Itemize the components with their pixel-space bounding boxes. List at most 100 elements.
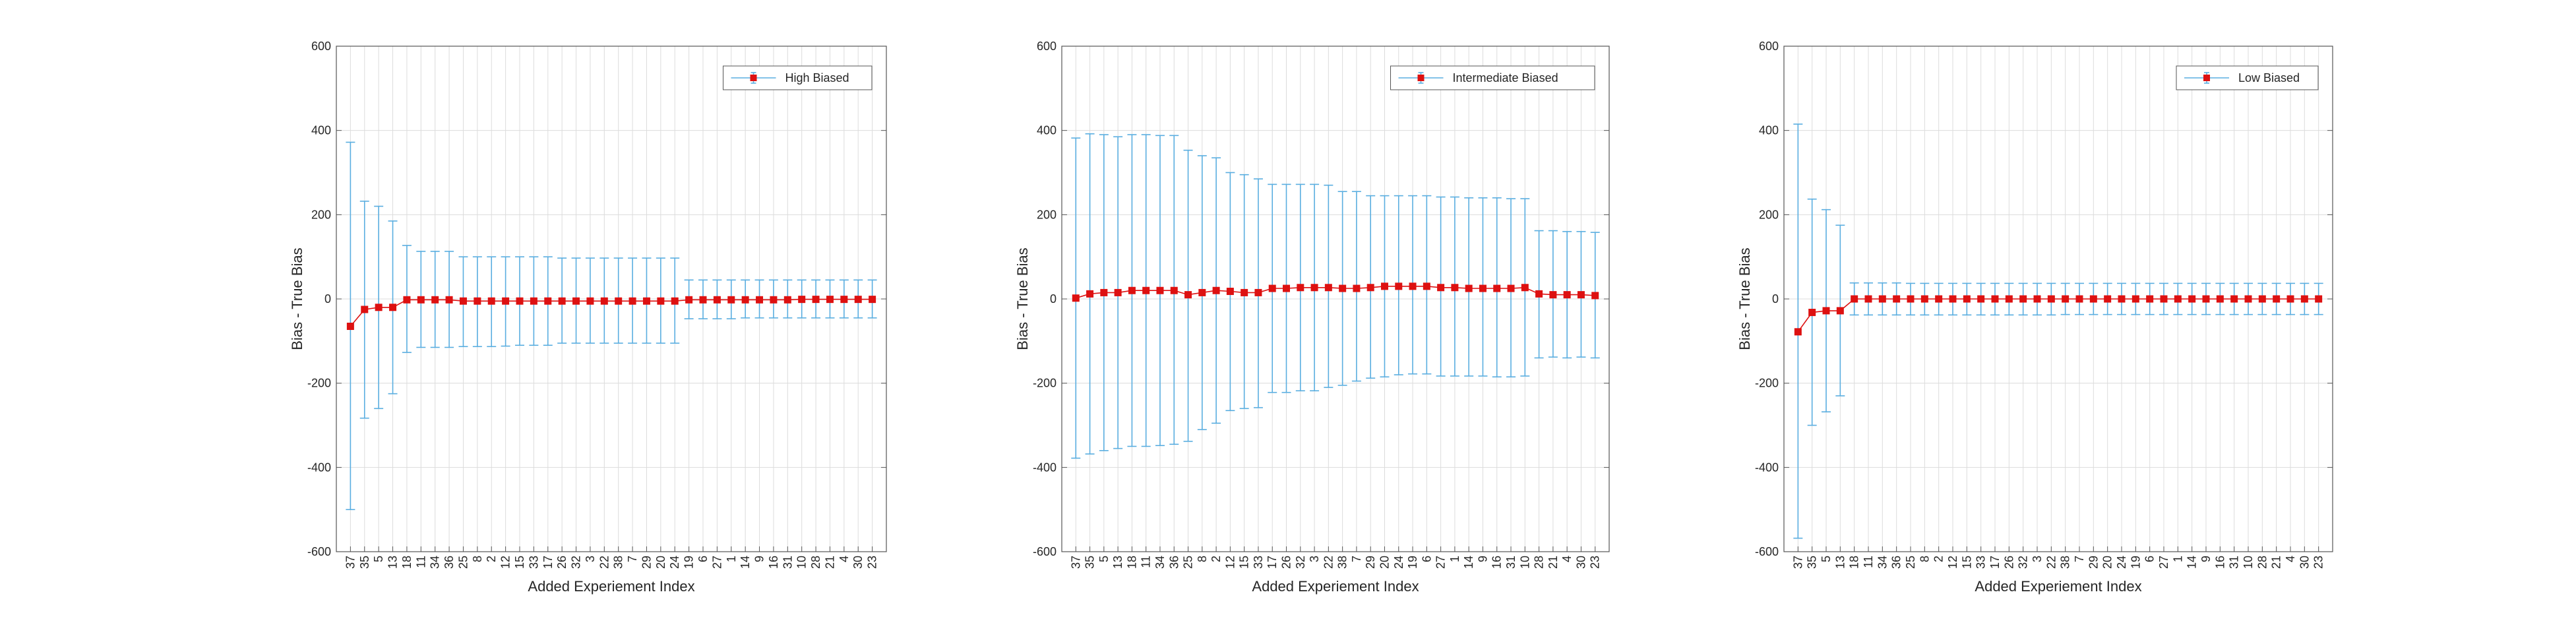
- x-tick-label: 17: [1988, 556, 2002, 569]
- x-tick-label: 28: [2255, 556, 2269, 569]
- x-tick-label: 29: [1364, 556, 1377, 569]
- x-tick-label: 27: [1434, 556, 1448, 569]
- data-point: [389, 304, 397, 311]
- y-tick-label: 600: [1759, 40, 1779, 53]
- x-tick-label: 35: [358, 556, 371, 569]
- data-point: [1212, 286, 1220, 294]
- x-tick-label: 25: [1904, 556, 1917, 569]
- y-tick-label: 600: [311, 40, 331, 53]
- x-tick-label: 13: [1111, 556, 1124, 569]
- data-point: [1864, 295, 1872, 303]
- data-point: [1170, 286, 1178, 294]
- x-tick-label: 30: [2298, 556, 2311, 569]
- y-tick-label: 200: [1759, 208, 1779, 221]
- data-point: [2019, 295, 2027, 303]
- data-point: [2273, 295, 2281, 303]
- x-tick-label: 22: [1322, 556, 1335, 569]
- data-point: [1366, 284, 1374, 292]
- x-tick-label: 26: [1280, 556, 1293, 569]
- x-tick-label: 21: [823, 556, 836, 569]
- data-point: [1991, 295, 1999, 303]
- data-point: [1808, 308, 1816, 316]
- x-tick-label: 10: [2242, 556, 2255, 569]
- x-tick-label: 38: [2059, 556, 2072, 569]
- x-tick-label: 22: [2044, 556, 2058, 569]
- x-tick-label: 15: [513, 556, 526, 569]
- x-tick-label: 31: [2228, 556, 2241, 569]
- data-point: [713, 296, 721, 304]
- data-point: [1423, 282, 1430, 290]
- x-tick-label: 21: [2270, 556, 2283, 569]
- data-point: [445, 296, 453, 304]
- x-tick-label: 31: [781, 556, 794, 569]
- x-tick-label: 14: [739, 556, 752, 569]
- y-tick-label: -600: [1755, 545, 1779, 558]
- data-point: [600, 297, 608, 305]
- data-point: [1465, 284, 1473, 292]
- x-tick-label: 36: [443, 556, 456, 569]
- x-tick-label: 24: [668, 556, 681, 569]
- legend-label: Intermediate Biased: [1453, 71, 1558, 84]
- data-point: [1563, 291, 1571, 299]
- x-tick-label: 8: [471, 556, 484, 562]
- x-tick-label: 12: [499, 556, 512, 569]
- data-point: [1591, 292, 1599, 300]
- x-tick-label: 7: [2073, 556, 2086, 562]
- x-tick-label: 23: [1589, 556, 1602, 569]
- series-0: [1793, 123, 2323, 539]
- x-tick-label: 16: [1490, 556, 1504, 569]
- data-point: [741, 296, 749, 304]
- data-point: [586, 297, 594, 305]
- x-tick-label: 2: [1210, 556, 1223, 562]
- x-tick-label: 1: [2171, 556, 2184, 562]
- x-tick-label: 2: [485, 556, 498, 562]
- data-point: [2174, 295, 2182, 303]
- data-point: [1142, 286, 1150, 294]
- x-tick-label: 7: [626, 556, 639, 562]
- data-point: [770, 296, 778, 304]
- data-point: [2005, 295, 2013, 303]
- x-axis-label: Added Experiement Index: [1252, 578, 1419, 595]
- data-point: [615, 297, 623, 305]
- data-point: [530, 297, 537, 305]
- x-tick-label: 17: [1266, 556, 1279, 569]
- data-point: [854, 296, 862, 304]
- data-point: [1380, 282, 1388, 290]
- x-tick-label: 10: [795, 556, 809, 569]
- data-point: [502, 297, 510, 305]
- data-point: [1297, 284, 1304, 292]
- data-point: [812, 296, 820, 304]
- data-point: [1310, 284, 1318, 292]
- x-tick-label: 34: [1153, 556, 1167, 569]
- data-point: [2062, 295, 2070, 303]
- x-tick-label: 4: [838, 556, 851, 562]
- data-point: [1577, 291, 1585, 299]
- data-point: [1339, 284, 1347, 292]
- x-tick-label: 8: [1918, 556, 1931, 562]
- x-tick-label: 6: [696, 556, 710, 562]
- data-point: [2258, 295, 2266, 303]
- x-tick-label: 19: [1406, 556, 1419, 569]
- data-point: [1907, 295, 1915, 303]
- x-tick-label: 26: [2002, 556, 2015, 569]
- data-point: [798, 296, 806, 304]
- x-tick-label: 13: [1833, 556, 1847, 569]
- data-point: [2188, 295, 2196, 303]
- x-tick-label: 37: [344, 556, 357, 569]
- x-tick-label: 11: [414, 556, 427, 568]
- x-tick-label: 28: [809, 556, 822, 569]
- y-tick-label: 600: [1037, 40, 1057, 53]
- x-tick-label: 3: [2031, 556, 2044, 562]
- x-tick-label: 16: [767, 556, 780, 569]
- x-tick-label: 21: [1547, 556, 1560, 569]
- x-tick-label: 4: [1560, 556, 1574, 562]
- x-tick-label: 34: [1876, 556, 1889, 569]
- x-tick-label: 5: [372, 556, 385, 562]
- legend-marker: [750, 75, 757, 81]
- x-tick-label: 20: [654, 556, 667, 569]
- data-point: [1893, 295, 1901, 303]
- data-point: [1479, 284, 1487, 292]
- data-point: [2089, 295, 2097, 303]
- legend: Low Biased: [2176, 65, 2319, 90]
- data-point: [1836, 307, 1844, 315]
